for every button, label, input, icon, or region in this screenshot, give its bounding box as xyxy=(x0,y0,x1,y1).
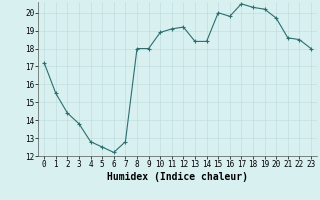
X-axis label: Humidex (Indice chaleur): Humidex (Indice chaleur) xyxy=(107,172,248,182)
